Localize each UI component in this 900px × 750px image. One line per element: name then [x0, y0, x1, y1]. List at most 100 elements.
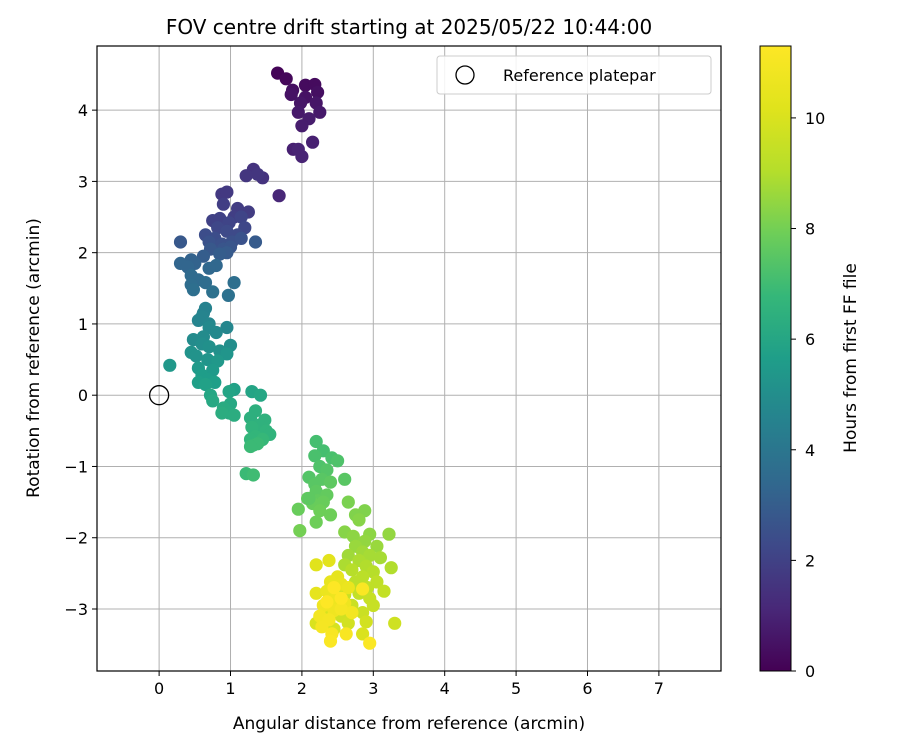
data-point: [334, 602, 348, 616]
x-axis-label: Angular distance from reference (arcmin): [233, 714, 585, 734]
data-point: [293, 524, 307, 538]
data-point: [315, 620, 329, 634]
data-point: [198, 377, 213, 392]
data-point: [323, 634, 338, 648]
colorbar-tick-label: 2: [805, 551, 815, 570]
data-point: [291, 105, 305, 119]
data-point: [220, 320, 234, 335]
data-point: [202, 340, 216, 354]
data-point: [334, 591, 348, 605]
data-point: [356, 627, 370, 641]
chart-title: FOV centre drift starting at 2025/05/22 …: [166, 15, 652, 39]
colorbar-tick-label: 0: [805, 662, 815, 681]
legend-marker-icon: [455, 65, 475, 85]
x-tick-label: 6: [582, 679, 592, 698]
data-point: [186, 283, 200, 297]
y-tick-label: 0: [78, 386, 88, 405]
y-tick-label: 2: [78, 244, 88, 263]
data-point: [308, 449, 322, 463]
data-point: [213, 247, 227, 261]
data-point: [251, 167, 265, 181]
data-point: [173, 235, 188, 249]
data-point: [331, 454, 345, 468]
colorbar-ticks: 0 2 4 6 8 10: [791, 109, 825, 681]
data-point: [370, 539, 384, 553]
data-point: [227, 408, 241, 422]
x-tick-label: 7: [654, 679, 664, 698]
data-point: [243, 439, 258, 454]
data-point: [366, 598, 380, 613]
colorbar-label: Hours from first FF file: [841, 263, 861, 453]
data-point: [220, 185, 234, 199]
data-point: [313, 105, 327, 119]
data-point: [366, 565, 380, 579]
y-axis-label: Rotation from reference (arcmin): [24, 218, 44, 498]
plot-frame: [96, 45, 722, 672]
data-point: [309, 558, 323, 572]
data-point: [309, 434, 323, 449]
data-point: [341, 495, 355, 509]
data-point: [202, 261, 216, 275]
y-tick-label: −3: [64, 600, 88, 619]
data-point: [284, 87, 298, 102]
data-point: [384, 561, 398, 575]
reference-point: [148, 385, 170, 406]
data-point: [373, 551, 387, 565]
data-point: [341, 581, 355, 595]
data-point: [227, 276, 241, 290]
data-point: [352, 513, 366, 527]
colorbar-tick-label: 4: [805, 441, 815, 460]
data-point: [345, 606, 359, 620]
data-point: [201, 353, 215, 367]
data-point: [191, 313, 205, 327]
data-point: [313, 504, 327, 518]
x-tick-label: 0: [154, 679, 164, 698]
data-point: [209, 325, 223, 340]
y-tick-label: 1: [78, 315, 88, 334]
data-point: [239, 169, 253, 183]
data-point: [377, 584, 391, 598]
data-point: [359, 615, 373, 629]
data-point: [221, 288, 235, 302]
data-point: [382, 527, 396, 541]
data-point: [309, 515, 323, 529]
x-axis-ticks: 0 1 2 3 4 5 6 7: [154, 671, 664, 698]
data-point: [363, 636, 377, 650]
colorbar: [759, 45, 792, 672]
data-point: [198, 276, 213, 290]
data-point: [215, 406, 229, 420]
data-point: [302, 491, 316, 506]
scatter-points: [163, 66, 402, 650]
y-tick-label: −2: [64, 529, 88, 548]
data-point: [322, 553, 336, 568]
data-point: [291, 502, 305, 516]
data-point: [356, 582, 370, 596]
data-point: [323, 475, 338, 489]
data-point: [346, 529, 360, 543]
data-point: [306, 135, 320, 149]
data-point: [345, 563, 359, 577]
data-point: [323, 508, 338, 522]
y-tick-label: 4: [78, 101, 88, 120]
y-tick-label: 3: [78, 172, 88, 191]
data-point: [206, 285, 220, 299]
x-tick-label: 1: [225, 679, 235, 698]
data-point: [388, 616, 402, 630]
data-point: [338, 472, 352, 486]
data-point: [220, 347, 234, 361]
colorbar-tick-label: 10: [805, 109, 825, 128]
y-axis-ticks: −3 −2 −1 0 1 2 3 4: [64, 101, 97, 619]
x-tick-label: 3: [368, 679, 378, 698]
data-point: [248, 235, 263, 249]
x-tick-label: 5: [511, 679, 521, 698]
legend: Reference platepar: [436, 55, 712, 95]
colorbar-tick-label: 8: [805, 220, 815, 239]
data-point: [295, 119, 309, 133]
data-point: [309, 586, 323, 600]
data-point: [279, 72, 293, 86]
data-point: [163, 358, 177, 372]
grid: [97, 46, 721, 671]
y-tick-label: −1: [64, 457, 88, 476]
data-point: [295, 149, 309, 164]
